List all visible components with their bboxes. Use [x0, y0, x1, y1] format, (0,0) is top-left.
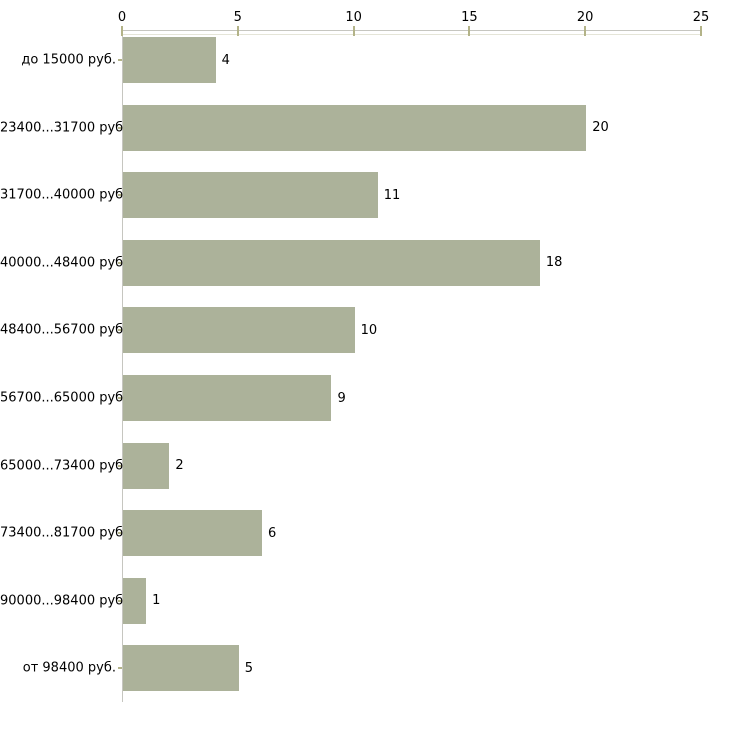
- x-axis-tick-label: 15: [461, 10, 478, 25]
- bar-value-label: 1: [152, 593, 161, 609]
- y-axis-tick: [118, 126, 122, 129]
- bar-value-label: 10: [360, 322, 378, 338]
- category-label: 31700...40000 руб.: [0, 187, 128, 203]
- bar-value-label: 2: [175, 458, 184, 474]
- y-axis-tick: [118, 464, 122, 467]
- bar: [123, 645, 239, 692]
- x-axis-line-highlight: [122, 34, 701, 35]
- bar: [123, 104, 587, 151]
- bar: [123, 37, 216, 83]
- x-axis-tick-label: 0: [117, 10, 127, 25]
- category-label: 23400...31700 руб.: [0, 120, 128, 136]
- y-axis-tick: [118, 194, 122, 197]
- x-axis-tick-label: 10: [345, 10, 362, 25]
- y-axis-tick: [118, 667, 122, 670]
- x-axis-tick: [352, 26, 355, 36]
- y-axis-tick: [118, 532, 122, 535]
- y-axis-tick: [118, 261, 122, 264]
- bar: [123, 239, 540, 286]
- bar: [123, 442, 170, 489]
- y-axis-tick: [118, 397, 122, 399]
- bar: [123, 510, 262, 557]
- x-axis-line: [122, 30, 701, 31]
- y-axis-tick: [118, 329, 122, 332]
- bar: [123, 577, 147, 624]
- category-label: до 15000 руб.: [21, 52, 116, 68]
- x-axis-tick-label: 25: [692, 10, 710, 25]
- bar: [123, 375, 332, 421]
- bar-value-label: 6: [267, 525, 277, 541]
- y-axis-tick: [118, 59, 122, 61]
- category-label: 48400...56700 руб.: [0, 322, 128, 338]
- category-label: 90000...98400 руб.: [0, 593, 128, 609]
- category-label: 40000...48400 руб.: [0, 255, 128, 271]
- y-axis-line: [122, 30, 123, 702]
- category-label: 56700...65000 руб.: [0, 390, 128, 406]
- category-label: 65000...73400 руб.: [0, 458, 128, 474]
- y-axis-tick: [118, 599, 122, 602]
- bar-value-label: 18: [545, 255, 563, 271]
- x-axis-tick-label: 5: [233, 10, 242, 25]
- bar-value-label: 9: [337, 390, 346, 406]
- x-axis-tick: [121, 26, 123, 36]
- category-label: от 98400 руб.: [22, 660, 116, 676]
- x-axis-tick-label: 20: [576, 10, 594, 25]
- x-axis-tick: [700, 26, 702, 36]
- bar-value-label: 20: [592, 120, 609, 136]
- bar-value-label: 11: [383, 187, 401, 203]
- bar: [123, 307, 355, 354]
- bar-value-label: 5: [244, 660, 254, 676]
- category-label: 73400...81700 руб.: [0, 525, 128, 541]
- bar-value-label: 4: [221, 52, 230, 68]
- x-axis-tick: [236, 26, 239, 36]
- x-axis-tick: [468, 26, 471, 36]
- bar: [123, 172, 378, 219]
- x-axis-tick: [584, 26, 587, 36]
